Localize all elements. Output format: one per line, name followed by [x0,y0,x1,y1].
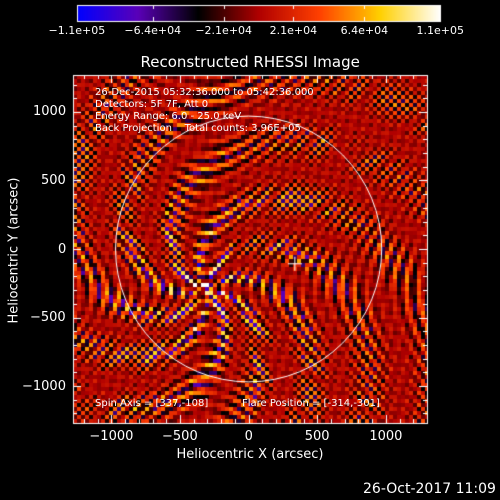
y-tick-label: 500 [41,172,66,188]
time-range-annotation: 26-Dec-2015 05:32:36.000 to 05:42:36.000 [95,87,314,98]
y-tick-label: −1000 [22,378,66,394]
flare-position-annotation: Flare Position = [-314,-301] [242,398,380,409]
colorbar-tick-label: 6.4e+04 [340,24,389,37]
spin-axis-annotation: Spin Axis = [337,-108] [95,398,209,409]
colorbar-tick-label: −2.1e+04 [195,24,253,37]
colorbar-tick-label: −6.4e+04 [124,24,182,37]
colorbar-tick-label: 1.1e+05 [416,24,464,37]
x-tick-label: 0 [244,429,253,444]
y-axis-label: Heliocentric Y (arcsec) [6,177,22,323]
method-counts-annotation: Back Projection Total counts: 3.96E+05 [95,123,301,134]
y-tick-label: 0 [58,241,67,257]
x-tick-label: 500 [304,429,330,444]
detectors-annotation: Detectors: 5F 7F, Att 0 [95,99,209,110]
colorbar-tick-label: 2.1e+04 [269,24,318,37]
x-axis-label: Heliocentric X (arcsec) [176,446,324,462]
colorbar-tick-label: −1.1e+05 [48,24,106,37]
x-tick-label: −1000 [89,429,134,444]
energy-range-annotation: Energy Range: 6.0 - 25.0 keV [95,111,242,122]
y-tick-label: −500 [30,310,66,325]
y-tick-label: 1000 [33,104,67,120]
chart-title: Reconstructed RHESSI Image [140,53,360,71]
x-tick-label: −500 [162,429,198,444]
timestamp: 26-Oct-2017 11:09 [363,481,496,497]
x-tick-label: 1000 [369,429,403,444]
